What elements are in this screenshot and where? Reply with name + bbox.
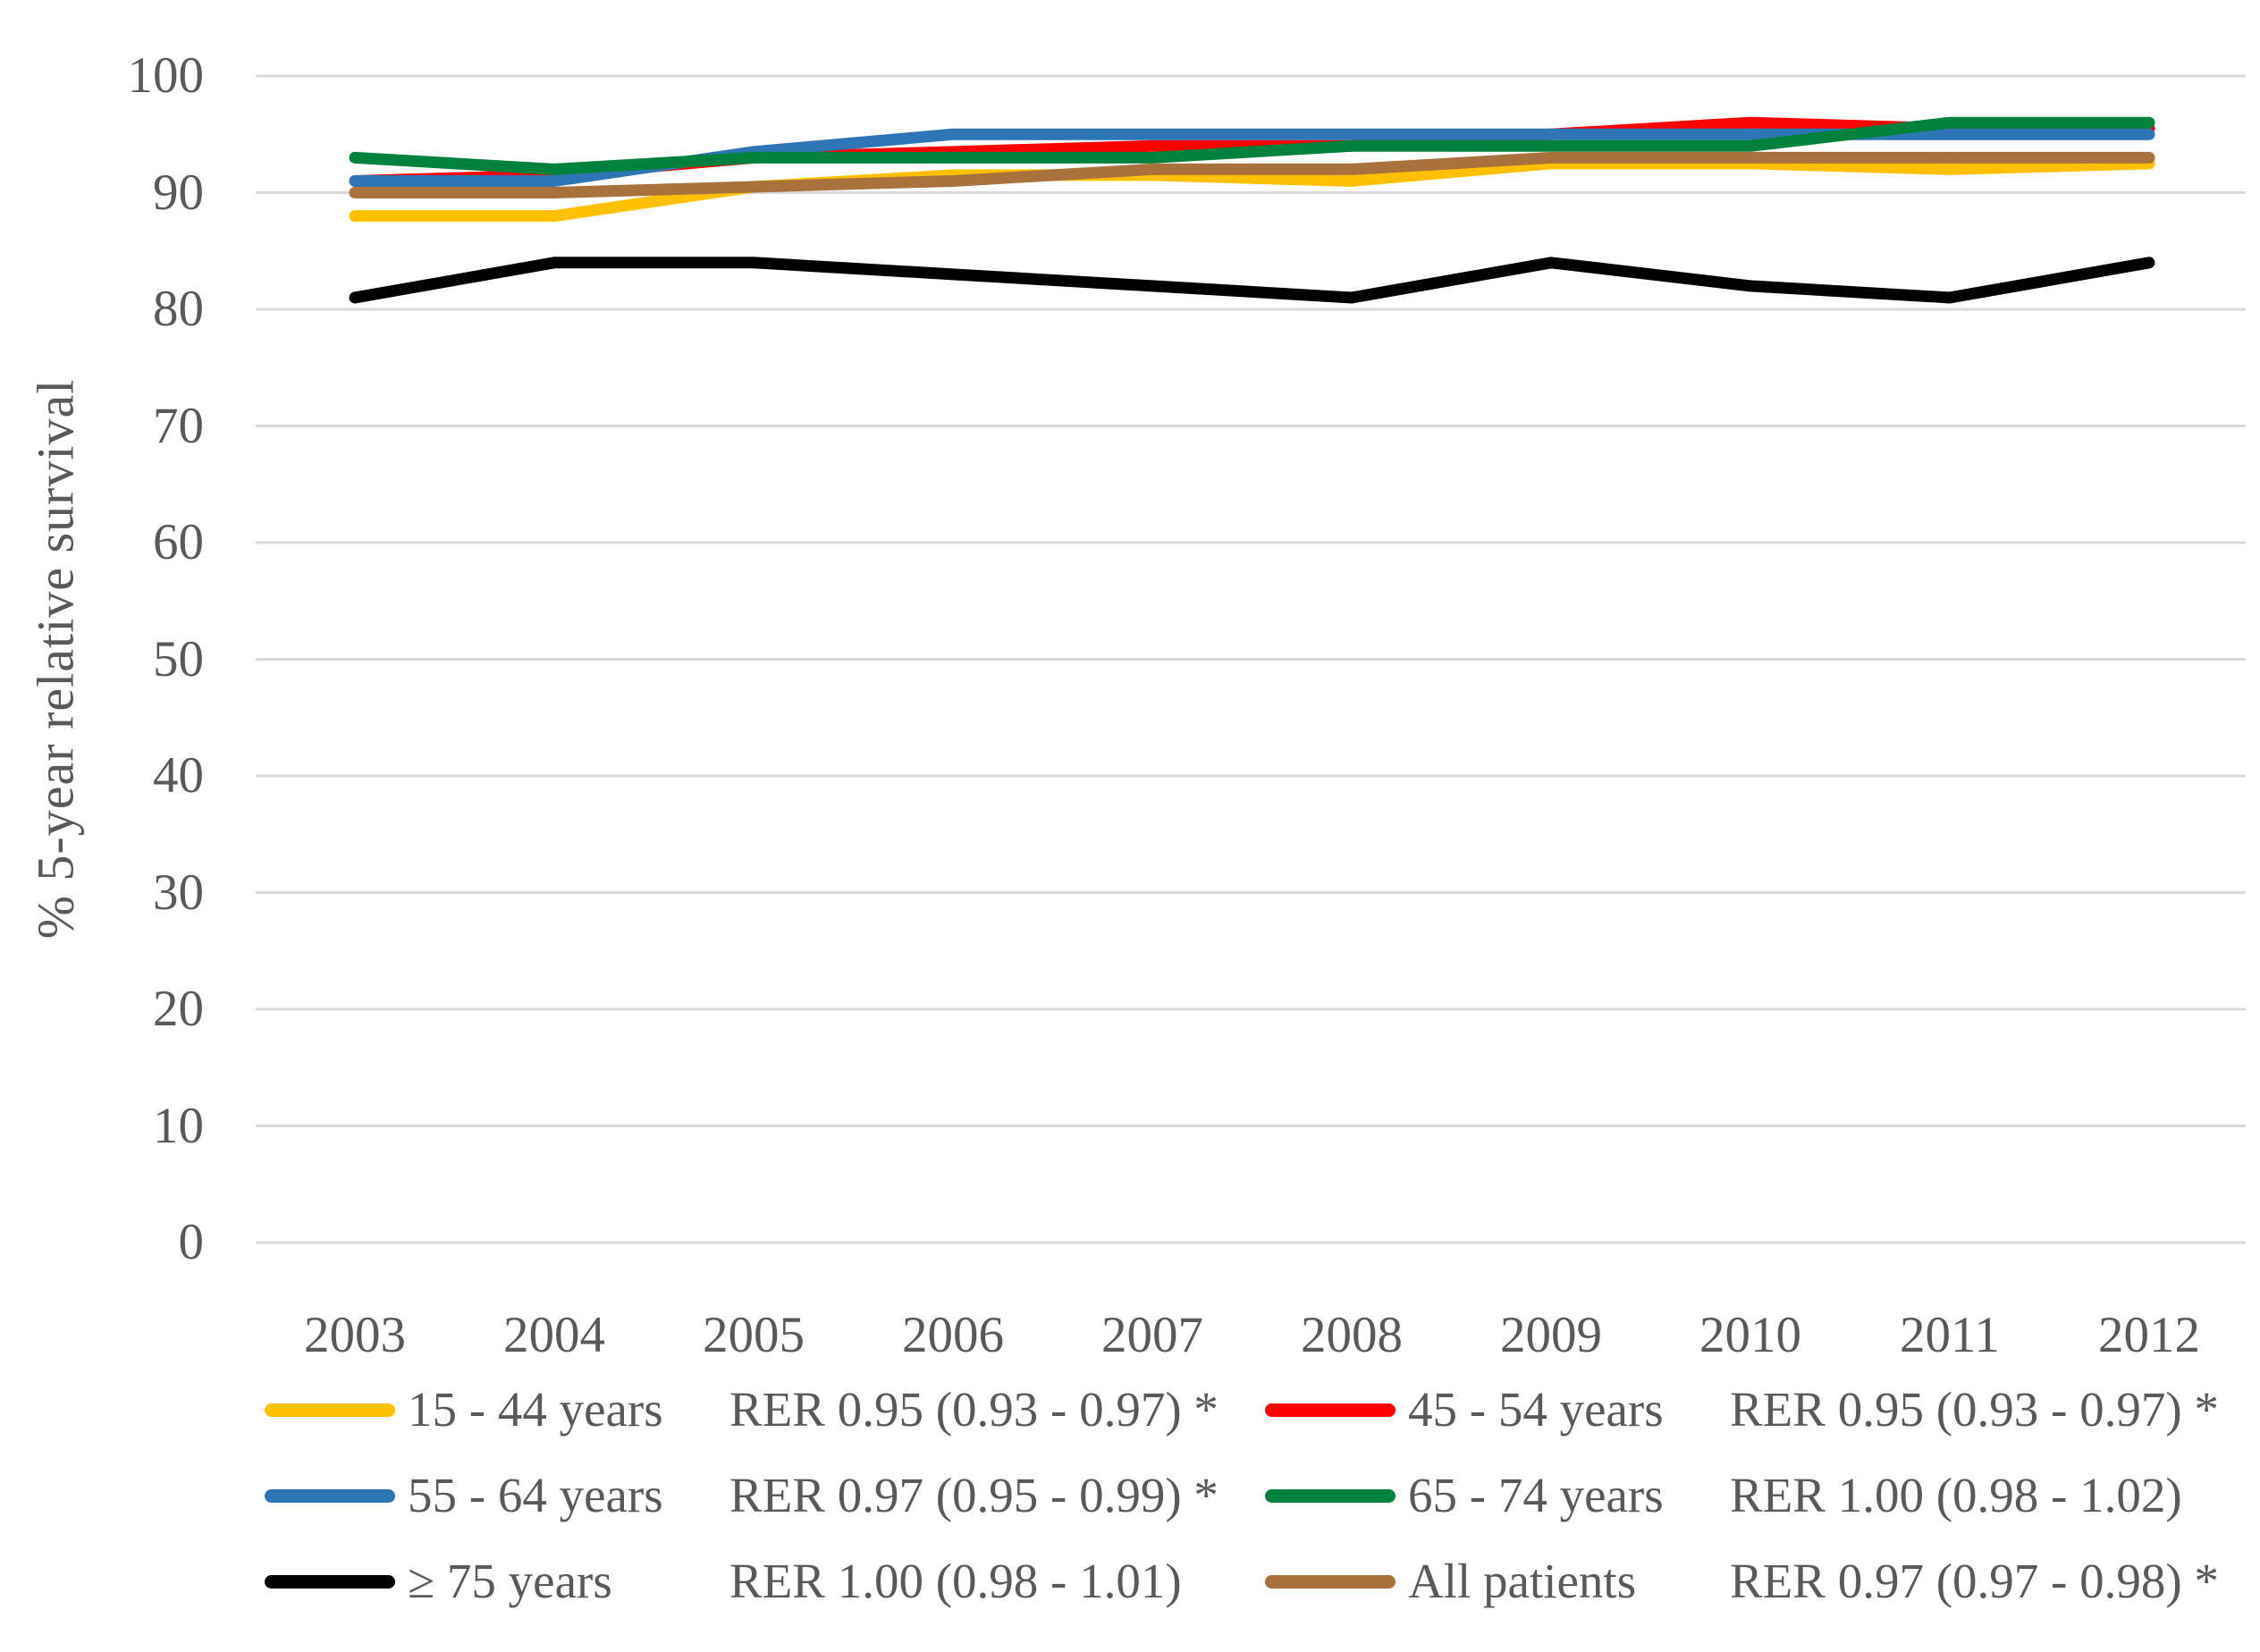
y-tick-label: 0 [178,1214,205,1270]
y-tick-label: 30 [153,864,204,921]
x-tick-label: 2009 [1500,1307,1602,1363]
x-tick-label: 2008 [1301,1307,1403,1363]
y-tick-label: 40 [153,747,204,804]
legend-label: 55 - 64 years [408,1468,663,1522]
legend-rer-text: RER 0.95 (0.93 - 0.97) * [1730,1382,2219,1437]
legend-item: All patients RER 0.97 (0.97 - 0.98) * [1265,1553,2260,1610]
legend-label: All patients [1408,1554,1637,1608]
y-tick-label: 60 [153,514,204,570]
legend-swatch [1265,1403,1396,1417]
series-line [349,157,2155,223]
legend-item: 65 - 74 years RER 1.00 (0.98 - 1.02) [1265,1467,2260,1524]
legend-swatch [265,1403,395,1417]
legend-item: 15 - 44 years RER 0.95 (0.93 - 0.97) * [265,1381,1284,1438]
y-tick-label: 10 [153,1097,204,1154]
x-tick-label: 2006 [902,1307,1004,1363]
x-tick-label: 2007 [1101,1307,1203,1363]
x-tick-label: 2012 [2098,1307,2200,1363]
y-tick-label: 20 [153,981,204,1037]
x-tick-label: 2011 [1900,1307,2000,1363]
legend-item: 55 - 64 years RER 0.97 (0.95 - 0.99) * [265,1467,1284,1524]
legend-swatch [265,1575,395,1589]
legend-swatch [1265,1575,1396,1589]
legend-rer-text: RER 0.97 (0.95 - 0.99) * [729,1468,1219,1522]
x-tick-label: 2003 [304,1307,406,1363]
legend-swatch [1265,1489,1396,1503]
legend-label: 65 - 74 years [1408,1468,1664,1522]
legend-rer-text: RER 1.00 (0.98 - 1.01) [729,1554,1182,1608]
y-tick-label: 90 [153,164,204,221]
y-tick-label: 100 [127,47,205,104]
x-tick-label: 2005 [703,1307,805,1363]
legend-swatch [265,1489,395,1503]
legend-item: 45 - 54 years RER 0.95 (0.93 - 0.97) * [1265,1381,2260,1438]
y-tick-label: 50 [153,630,204,687]
legend-rer-text: RER 1.00 (0.98 - 1.02) [1730,1468,2182,1522]
x-tick-label: 2004 [503,1307,605,1363]
x-tick-label: 2010 [1699,1307,1801,1363]
legend-rer-text: RER 0.97 (0.97 - 0.98) * [1730,1554,2219,1608]
series-line [349,151,2155,198]
y-tick-label: 70 [153,397,204,454]
legend-rer-text: RER 0.95 (0.93 - 0.97) * [729,1382,1219,1437]
series-line [349,257,2155,304]
legend-item: ≥ 75 years RER 1.00 (0.98 - 1.01) [265,1553,1284,1610]
legend-label: 15 - 44 years [408,1382,663,1437]
legend-label: ≥ 75 years [408,1554,612,1608]
y-tick-label: 80 [153,281,204,337]
legend-label: 45 - 54 years [1408,1382,1664,1437]
series-line [349,116,2155,175]
